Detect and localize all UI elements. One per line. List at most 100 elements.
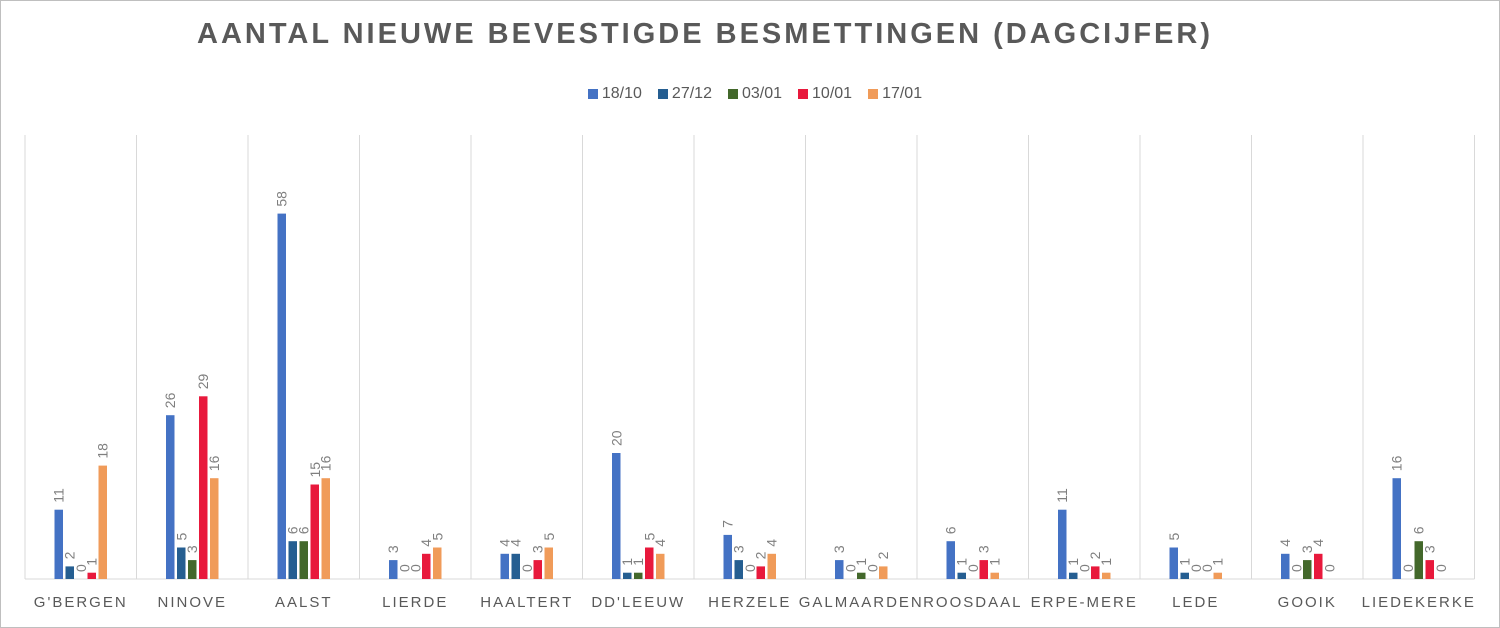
data-label: 15 xyxy=(307,462,323,478)
bar xyxy=(166,415,175,579)
data-label: 2 xyxy=(1087,551,1103,559)
x-tick-label: NINOVE xyxy=(157,594,227,611)
legend-item: 03/01 xyxy=(727,85,783,103)
bar xyxy=(723,534,732,579)
data-label: 18 xyxy=(95,443,111,459)
bar xyxy=(612,453,621,579)
data-label: 3 xyxy=(530,545,546,553)
bar xyxy=(389,560,398,579)
bar xyxy=(645,547,654,579)
data-label: 29 xyxy=(195,374,211,390)
data-label: 11 xyxy=(1054,488,1070,503)
data-label: 2 xyxy=(753,551,769,559)
data-label: 0 xyxy=(742,564,758,572)
data-label: 7 xyxy=(720,520,736,528)
data-label: 11 xyxy=(51,488,67,503)
bar xyxy=(1091,566,1100,579)
legend-item: 10/01 xyxy=(798,85,852,103)
bar xyxy=(734,560,743,579)
legend-item: 18/10 xyxy=(587,85,642,103)
bar xyxy=(1303,560,1312,579)
bar xyxy=(1414,541,1423,579)
data-label: 3 xyxy=(1299,545,1315,553)
data-label: 20 xyxy=(608,430,624,446)
data-label: 0 xyxy=(965,564,981,572)
data-label: 0 xyxy=(519,564,535,572)
legend-label: 10/01 xyxy=(812,85,853,102)
bar xyxy=(422,553,431,579)
x-tick-label: ERPE-MERE xyxy=(1031,594,1138,611)
bar xyxy=(756,566,765,579)
legend-item: 27/12 xyxy=(657,85,712,103)
x-tick-label: GALMAARDEN xyxy=(799,594,924,611)
bar xyxy=(1425,560,1434,579)
x-tick-label: LEDE xyxy=(1172,594,1219,611)
bar xyxy=(957,572,966,579)
data-label: 0 xyxy=(396,564,412,572)
data-label: 6 xyxy=(296,526,312,534)
bar xyxy=(1058,509,1067,579)
bar xyxy=(1281,553,1290,579)
bar xyxy=(879,566,888,579)
bar xyxy=(634,572,643,579)
bar xyxy=(500,553,509,579)
bar xyxy=(511,553,520,579)
data-label: 0 xyxy=(842,564,858,572)
bar xyxy=(310,484,319,579)
data-label: 3 xyxy=(831,545,847,553)
bar xyxy=(1314,553,1323,579)
data-label: 4 xyxy=(508,539,524,547)
bar xyxy=(1069,572,1078,579)
bar xyxy=(188,560,197,579)
data-label: 1 xyxy=(1177,558,1193,566)
x-tick-label: GOOIK xyxy=(1278,594,1337,611)
data-label: 58 xyxy=(274,191,290,207)
bar xyxy=(1180,572,1189,579)
bar xyxy=(288,541,297,579)
data-label: 3 xyxy=(1422,545,1438,553)
data-label: 5 xyxy=(641,533,657,541)
data-label: 5 xyxy=(1166,533,1182,541)
bar xyxy=(656,553,665,579)
data-label: 0 xyxy=(1321,564,1337,572)
bar xyxy=(321,478,330,579)
data-label: 3 xyxy=(731,545,747,553)
x-tick-label: G'BERGEN xyxy=(34,594,128,611)
bar xyxy=(277,213,286,579)
x-tick-label: ROOSDAAL xyxy=(923,594,1022,611)
bar xyxy=(65,566,74,579)
x-tick-label: HAALTERT xyxy=(480,594,573,611)
data-label: 16 xyxy=(1389,455,1405,471)
bar xyxy=(54,509,63,579)
data-label: 1 xyxy=(630,558,646,566)
legend-label: 17/01 xyxy=(882,85,923,102)
data-label: 2 xyxy=(62,551,78,559)
chart-title: AANTAL NIEUWE BEVESTIGDE BESMETTINGEN (D… xyxy=(197,18,1213,50)
data-label: 1 xyxy=(987,558,1003,566)
data-label: 6 xyxy=(1411,526,1427,534)
data-label: 5 xyxy=(429,533,445,541)
data-label: 1 xyxy=(1098,558,1114,566)
bar xyxy=(623,572,632,579)
data-label: 4 xyxy=(497,539,513,547)
data-label: 0 xyxy=(1076,564,1092,572)
x-tick-label: LIERDE xyxy=(382,594,448,611)
bar xyxy=(433,547,442,579)
legend-swatch xyxy=(727,89,738,99)
data-label: 1 xyxy=(1065,558,1081,566)
bar xyxy=(1392,478,1401,579)
data-label: 4 xyxy=(764,539,780,547)
data-label: 4 xyxy=(652,539,668,547)
legend-swatch xyxy=(868,89,879,99)
bar xyxy=(946,541,955,579)
bar xyxy=(544,547,553,579)
data-label: 4 xyxy=(1277,539,1293,547)
bar xyxy=(533,560,542,579)
legend-label: 03/01 xyxy=(741,85,783,102)
bar xyxy=(835,560,844,579)
legend-swatch xyxy=(798,89,809,99)
bar xyxy=(1169,547,1178,579)
data-label: 3 xyxy=(385,545,401,553)
data-label: 3 xyxy=(184,545,200,553)
